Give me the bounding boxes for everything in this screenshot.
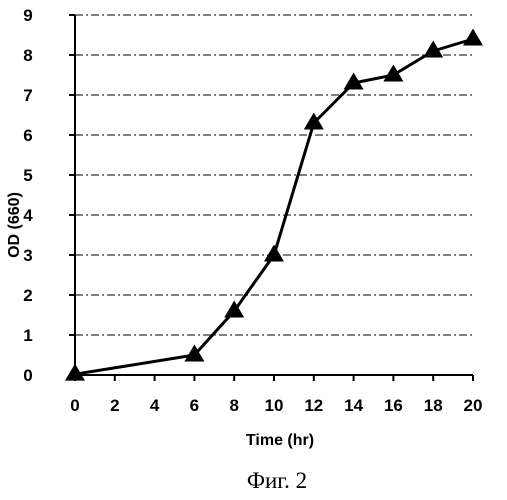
x-tick-labels: 0 2 4 6 8 10 12 14 16 18 20 (70, 396, 482, 415)
x-tick-label: 10 (265, 396, 284, 415)
x-tick-label: 8 (229, 396, 238, 415)
y-tick-label: 3 (23, 246, 32, 265)
y-tick-label: 1 (23, 326, 32, 345)
axis-ticks (69, 15, 473, 381)
x-tick-label: 2 (110, 396, 119, 415)
data-point-marker (383, 64, 403, 81)
y-tick-labels: 0 1 2 3 4 5 6 7 8 9 (23, 6, 33, 385)
x-tick-label: 6 (190, 396, 199, 415)
figure-caption: Фиг. 2 (247, 468, 307, 493)
y-tick-label: 0 (23, 366, 32, 385)
x-tick-label: 12 (304, 396, 323, 415)
series (65, 28, 483, 380)
series-line (75, 39, 473, 374)
y-tick-label: 9 (23, 6, 32, 25)
y-tick-label: 6 (23, 126, 32, 145)
data-point-marker (264, 244, 284, 261)
x-tick-label: 4 (150, 396, 160, 415)
y-tick-label: 2 (23, 286, 32, 305)
y-tick-label: 7 (23, 86, 32, 105)
y-tick-label: 8 (23, 46, 32, 65)
x-axis-title: Time (hr) (246, 432, 314, 449)
y-tick-label: 5 (23, 166, 32, 185)
x-tick-label: 16 (384, 396, 403, 415)
y-tick-label: 4 (23, 206, 33, 225)
x-tick-label: 14 (344, 396, 363, 415)
x-tick-label: 18 (424, 396, 443, 415)
x-tick-label: 0 (70, 396, 79, 415)
axes (75, 15, 473, 375)
x-tick-label: 20 (464, 396, 483, 415)
y-axis-title: OD (660) (6, 192, 23, 258)
data-point-marker (463, 28, 483, 45)
